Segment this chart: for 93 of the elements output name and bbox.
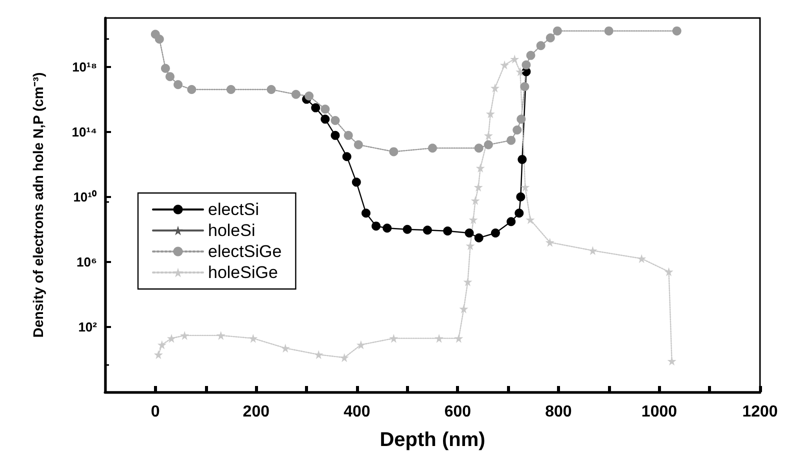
- legend-label: holeSi: [208, 221, 256, 240]
- point: [266, 85, 276, 94]
- point: [372, 222, 381, 231]
- legend-label: holeSiGe: [208, 263, 278, 282]
- point: [459, 304, 468, 314]
- point: [506, 136, 516, 145]
- point: [470, 196, 480, 205]
- x-axis-title: Depth (nm): [380, 429, 486, 451]
- y-axis-title: Density of electrons adn hole N,P (cm⁻³): [30, 72, 46, 338]
- point: [536, 41, 546, 50]
- point: [464, 228, 474, 238]
- point: [604, 26, 614, 36]
- x-tick-label: 400: [344, 404, 370, 420]
- point: [454, 334, 464, 343]
- point: [510, 54, 520, 64]
- point: [389, 147, 398, 156]
- x-tick-label: 800: [545, 404, 572, 420]
- point: [157, 340, 166, 350]
- x-tick-label: 1000: [641, 404, 678, 420]
- point: [160, 64, 170, 73]
- point: [545, 238, 554, 247]
- point: [354, 140, 363, 150]
- point: [522, 60, 531, 70]
- point: [187, 85, 196, 94]
- point: [330, 116, 340, 125]
- point: [484, 130, 493, 140]
- point: [154, 350, 163, 360]
- point: [311, 103, 320, 112]
- point: [382, 224, 392, 233]
- point: [490, 228, 500, 238]
- point: [518, 154, 527, 164]
- point: [526, 50, 536, 60]
- legend-label: electSiGe: [208, 242, 282, 261]
- point: [506, 217, 516, 226]
- point: [167, 334, 176, 343]
- point: [342, 152, 352, 162]
- point: [248, 334, 258, 343]
- y-tick-label: 10¹⁸: [72, 59, 97, 74]
- point: [664, 267, 674, 276]
- point: [340, 353, 349, 362]
- legend-label: electSi: [208, 200, 260, 219]
- point: [422, 226, 432, 235]
- point: [474, 144, 484, 153]
- point: [402, 224, 412, 234]
- point: [667, 356, 676, 366]
- point: [166, 72, 174, 82]
- point: [500, 60, 510, 70]
- point: [344, 130, 353, 140]
- point: [320, 114, 330, 124]
- x-tick-label: 600: [444, 404, 472, 420]
- x-tick-label: 1200: [742, 404, 778, 420]
- point: [490, 83, 500, 92]
- point: [546, 33, 555, 42]
- y-tick-label: 10¹⁴: [72, 124, 97, 140]
- y-tick-label: 10²: [78, 319, 98, 334]
- point: [486, 109, 495, 118]
- point: [216, 330, 226, 340]
- point: [352, 178, 361, 187]
- point: [226, 85, 236, 94]
- point: [174, 80, 183, 90]
- point: [514, 208, 524, 218]
- x-tick-label: 0: [150, 404, 160, 420]
- point: [474, 233, 484, 242]
- point: [526, 215, 535, 224]
- point: [154, 34, 164, 44]
- point: [443, 226, 452, 236]
- point: [362, 208, 370, 218]
- point: [484, 140, 493, 150]
- point: [466, 241, 475, 250]
- point: [428, 144, 437, 153]
- point: [476, 163, 485, 172]
- point: [512, 125, 522, 134]
- point: [320, 104, 330, 114]
- y-tick-label: 10⁶: [76, 254, 98, 270]
- point: [389, 334, 398, 343]
- point: [280, 344, 290, 353]
- point: [291, 90, 300, 99]
- y-tick-label: 10¹⁰: [73, 189, 97, 204]
- point: [588, 246, 598, 256]
- point: [356, 340, 366, 350]
- point: [434, 334, 444, 343]
- point: [474, 182, 483, 192]
- point: [552, 26, 562, 36]
- point: [516, 67, 525, 76]
- point: [516, 192, 526, 202]
- point: [516, 114, 526, 124]
- point: [672, 26, 682, 36]
- point: [330, 130, 340, 140]
- point: [468, 215, 478, 224]
- point: [520, 82, 530, 92]
- x-tick-label: 200: [242, 404, 270, 420]
- point: [180, 330, 190, 340]
- point: [304, 91, 314, 100]
